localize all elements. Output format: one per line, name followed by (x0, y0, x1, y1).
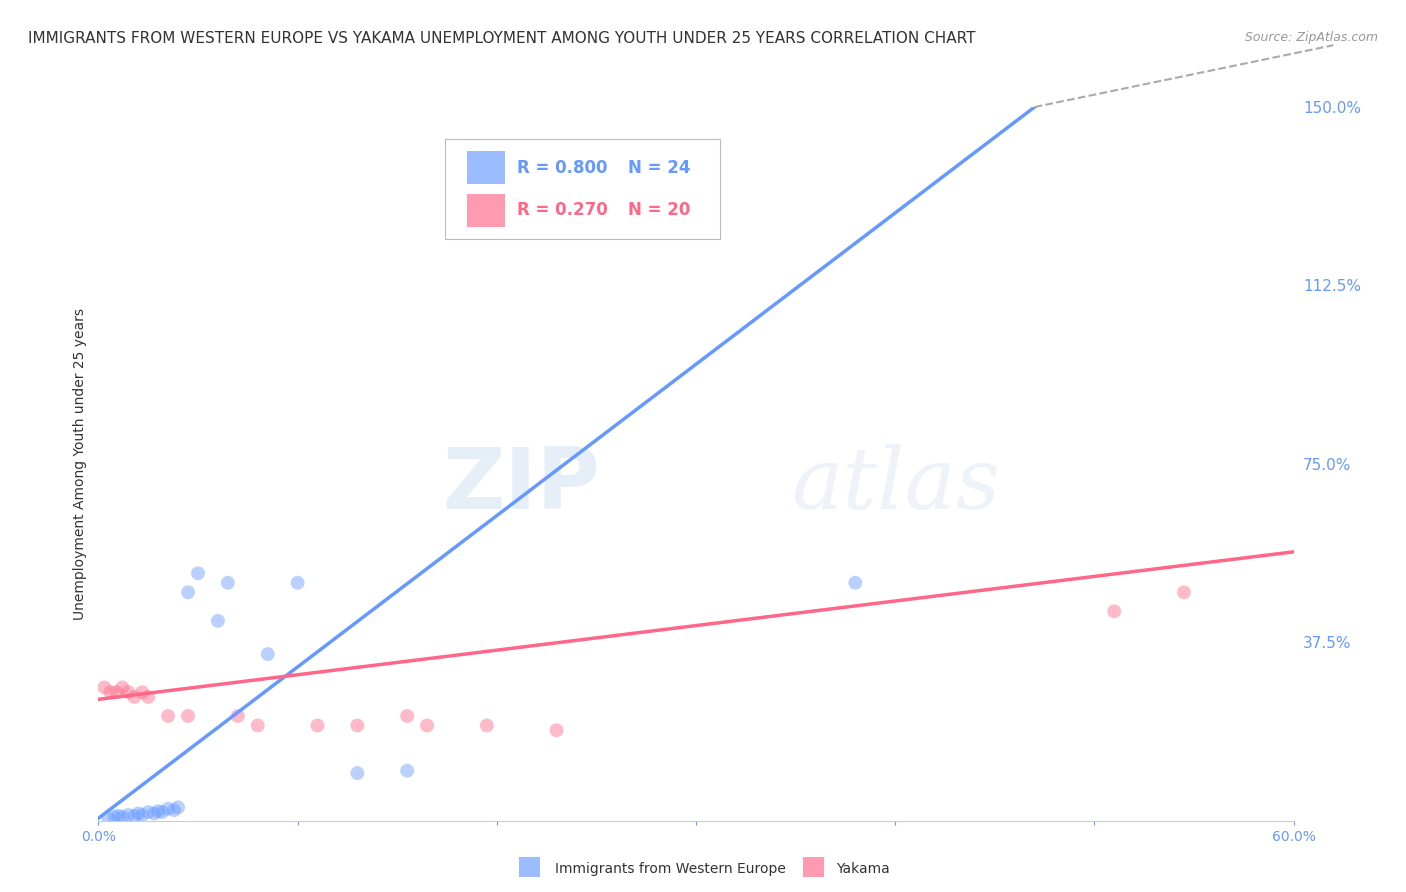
FancyBboxPatch shape (446, 139, 720, 239)
Point (124, 809, 146, 823)
Point (346, 718, 368, 732)
Point (143, 806, 166, 821)
Text: R = 0.270: R = 0.270 (517, 202, 607, 219)
Text: N = 24: N = 24 (628, 159, 690, 177)
Text: R = 0.800: R = 0.800 (517, 159, 607, 177)
Point (396, 764, 419, 778)
Point (148, 804, 170, 818)
Point (207, 614, 229, 628)
Text: Immigrants from Western Europe: Immigrants from Western Europe (555, 862, 786, 876)
Text: Source: ZipAtlas.com: Source: ZipAtlas.com (1244, 31, 1378, 45)
Point (107, 809, 129, 823)
Point (93, 681, 115, 695)
Point (136, 805, 159, 819)
Point (346, 766, 368, 780)
Point (105, 685, 128, 699)
Point (163, 803, 186, 817)
Point (131, 808, 153, 822)
Point (117, 685, 139, 699)
Text: Yakama: Yakama (837, 862, 890, 876)
Point (226, 709, 249, 723)
Text: N = 20: N = 20 (628, 202, 690, 219)
Point (287, 575, 309, 590)
Point (217, 575, 239, 590)
Point (187, 566, 209, 581)
Point (111, 810, 134, 824)
Text: ZIP: ZIP (443, 443, 600, 527)
Point (157, 802, 180, 816)
Point (246, 718, 269, 732)
Text: IMMIGRANTS FROM WESTERN EUROPE VS YAKAMA UNEMPLOYMENT AMONG YOUTH UNDER 25 YEARS: IMMIGRANTS FROM WESTERN EUROPE VS YAKAMA… (28, 31, 976, 46)
Point (103, 810, 125, 824)
Point (124, 690, 146, 704)
Point (1104, 604, 1126, 618)
Point (136, 690, 159, 704)
FancyBboxPatch shape (467, 152, 505, 184)
Point (475, 718, 498, 732)
Point (546, 723, 568, 738)
Point (98, 685, 122, 699)
Point (150, 805, 173, 819)
Point (97, 811, 120, 825)
Point (256, 647, 278, 661)
Point (167, 800, 190, 814)
Point (1173, 585, 1195, 599)
Point (117, 808, 139, 822)
Point (396, 709, 419, 723)
Y-axis label: Unemployment Among Youth under 25 years: Unemployment Among Youth under 25 years (73, 308, 87, 620)
Point (844, 575, 866, 590)
Point (127, 806, 149, 821)
Point (157, 709, 180, 723)
Point (111, 681, 134, 695)
Point (177, 585, 200, 599)
Point (416, 718, 439, 732)
Point (131, 685, 153, 699)
Point (307, 718, 329, 732)
Point (177, 709, 200, 723)
FancyBboxPatch shape (467, 194, 505, 227)
Text: atlas: atlas (792, 444, 1001, 526)
